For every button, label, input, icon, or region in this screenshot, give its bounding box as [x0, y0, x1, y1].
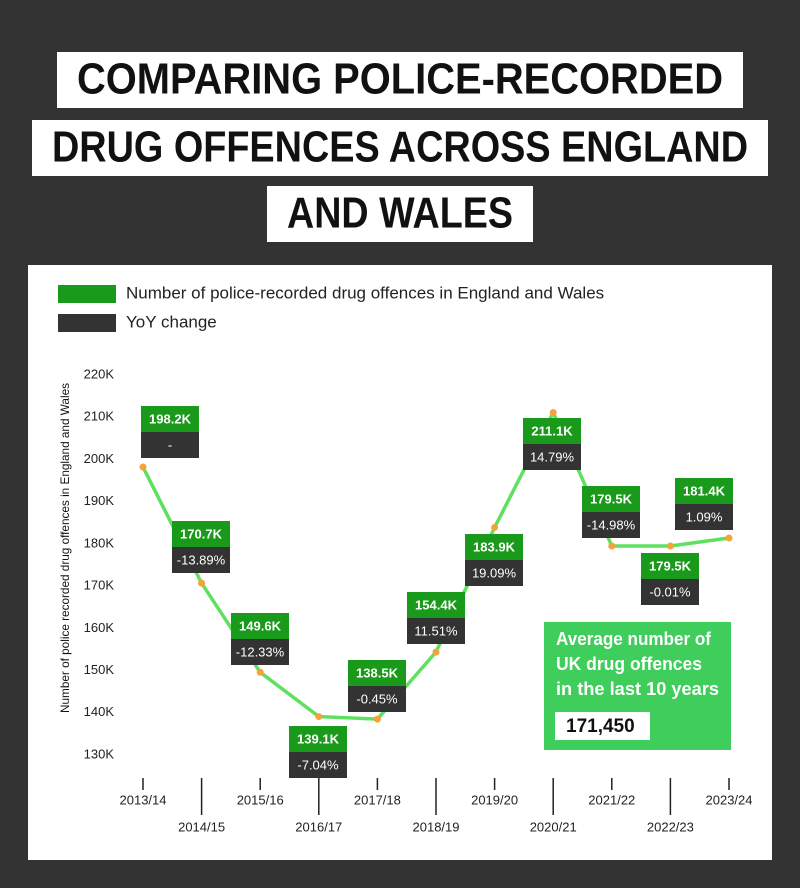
x-tick-label: 2021/22: [588, 792, 635, 807]
point: [315, 713, 323, 721]
legend-swatch: [58, 285, 116, 303]
value-box: [348, 660, 406, 686]
value-box: [172, 521, 230, 547]
value-label: 138.5K: [356, 665, 399, 680]
y-tick-label: 150K: [84, 662, 115, 677]
point: [666, 542, 674, 550]
y-tick-label: 180K: [84, 535, 115, 550]
value-label: 149.6K: [239, 618, 282, 633]
point: [139, 463, 147, 471]
value-label: 154.4K: [415, 597, 458, 612]
x-tick-label: 2013/14: [120, 792, 167, 807]
value-box: [582, 486, 640, 512]
point: [198, 579, 206, 587]
title: AND WALES: [287, 189, 513, 238]
yoy-box: [523, 444, 581, 470]
value-box: [407, 592, 465, 618]
yoy-box: [289, 752, 347, 778]
yoy-box: [465, 560, 523, 586]
value-box: [141, 406, 199, 432]
annotation-text: in the last 10 years: [556, 679, 719, 699]
y-tick-label: 160K: [84, 620, 115, 635]
yoy-label: -14.98%: [587, 517, 636, 532]
x-tick-label: 2023/24: [706, 792, 753, 807]
x-tick-label: 2014/15: [178, 819, 225, 834]
annotation-value: 171,450: [566, 716, 635, 737]
value-label: 183.9K: [473, 539, 516, 554]
value-label: 181.4K: [683, 483, 726, 498]
legend-swatch: [58, 314, 116, 332]
title: DRUG OFFENCES ACROSS ENGLAND: [52, 123, 748, 172]
legend-label: YoY change: [126, 312, 217, 331]
yoy-box: [675, 504, 733, 530]
yoy-box: [582, 512, 640, 538]
annotation-text: Average number of: [556, 629, 712, 649]
value-label: 139.1K: [297, 731, 340, 746]
yoy-box: [348, 686, 406, 712]
point: [491, 523, 499, 531]
yoy-label: 19.09%: [472, 565, 517, 580]
y-tick-label: 130K: [84, 746, 115, 761]
point: [373, 715, 381, 723]
x-tick-label: 2016/17: [295, 819, 342, 834]
y-axis-label: Number of police recorded drug offences …: [58, 383, 72, 713]
yoy-label: -: [168, 437, 172, 452]
x-tick-label: 2015/16: [237, 792, 284, 807]
annotation-value-box: [555, 712, 650, 740]
value-label: 179.5K: [649, 558, 692, 573]
x-tick-label: 2017/18: [354, 792, 401, 807]
yoy-label: -13.89%: [177, 552, 226, 567]
y-tick-label: 140K: [84, 704, 115, 719]
yoy-box: [172, 547, 230, 573]
value-box: [641, 553, 699, 579]
x-tick-label: 2020/21: [530, 819, 577, 834]
legend-label: Number of police-recorded drug offences …: [126, 283, 604, 302]
yoy-label: -0.45%: [356, 691, 398, 706]
yoy-label: -12.33%: [236, 644, 285, 659]
y-tick-label: 170K: [84, 578, 115, 593]
title-box: [32, 120, 768, 176]
yoy-box: [407, 618, 465, 644]
title: COMPARING POLICE-RECORDED: [77, 55, 723, 104]
x-tick-label: 2022/23: [647, 819, 694, 834]
value-box: [289, 726, 347, 752]
yoy-label: 11.51%: [414, 623, 458, 638]
title-box: [57, 52, 743, 108]
yoy-label: -7.04%: [297, 757, 339, 772]
yoy-box: [641, 579, 699, 605]
value-label: 170.7K: [180, 526, 223, 541]
title-box: [267, 186, 533, 242]
y-tick-label: 210K: [84, 409, 115, 424]
x-tick-label: 2018/19: [413, 819, 460, 834]
x-tick-label: 2019/20: [471, 792, 518, 807]
value-label: 179.5K: [590, 491, 633, 506]
point: [432, 648, 440, 656]
y-tick-label: 220K: [84, 366, 115, 381]
yoy-box: [231, 639, 289, 665]
point: [549, 409, 557, 417]
y-tick-label: 200K: [84, 451, 115, 466]
value-box: [231, 613, 289, 639]
value-label: 198.2K: [149, 411, 192, 426]
value-box: [523, 418, 581, 444]
yoy-label: -0.01%: [649, 584, 691, 599]
value-label: 211.1K: [531, 423, 573, 438]
point: [725, 534, 733, 542]
yoy-label: 14.79%: [530, 449, 575, 464]
point: [256, 668, 264, 676]
yoy-box: [141, 432, 199, 458]
value-box: [675, 478, 733, 504]
value-box: [465, 534, 523, 560]
yoy-label: 1.09%: [686, 509, 723, 524]
y-tick-label: 190K: [84, 493, 115, 508]
annotation-text: UK drug offences: [556, 654, 702, 674]
point: [608, 542, 616, 550]
